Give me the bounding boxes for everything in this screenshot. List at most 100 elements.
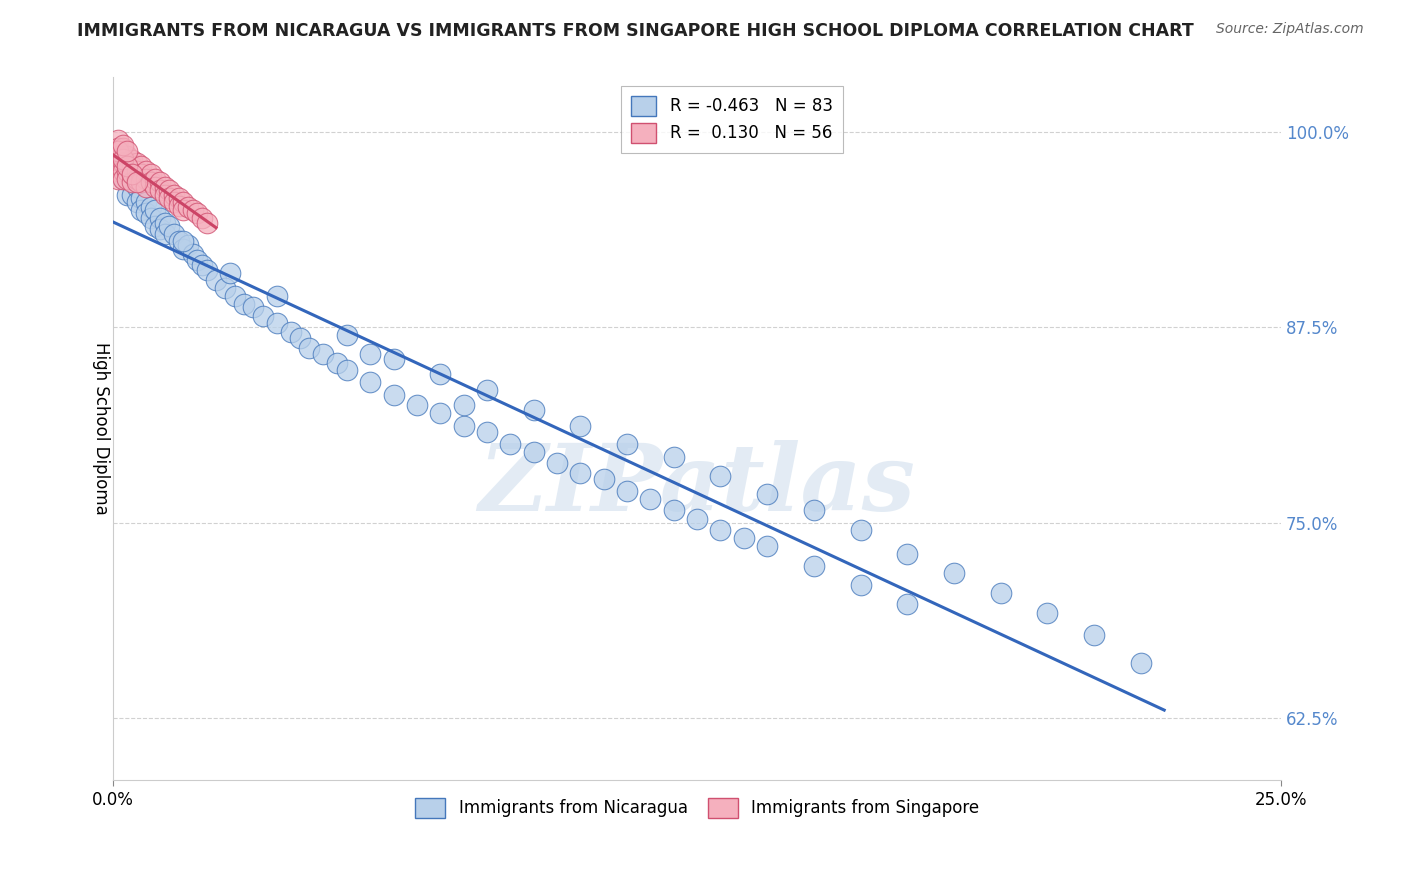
Point bbox=[153, 179, 176, 194]
Point bbox=[111, 172, 134, 186]
Point bbox=[167, 235, 190, 249]
Point bbox=[849, 524, 872, 538]
Point bbox=[709, 524, 731, 538]
Point bbox=[172, 195, 194, 210]
Point bbox=[167, 191, 190, 205]
Point bbox=[195, 262, 218, 277]
Point bbox=[266, 316, 288, 330]
Point bbox=[111, 164, 134, 178]
Point bbox=[117, 164, 139, 178]
Point bbox=[429, 406, 451, 420]
Point bbox=[107, 133, 129, 147]
Point bbox=[157, 183, 180, 197]
Point bbox=[125, 164, 148, 178]
Point bbox=[139, 211, 162, 225]
Point bbox=[453, 399, 475, 413]
Point bbox=[359, 347, 381, 361]
Point bbox=[382, 351, 405, 366]
Point bbox=[569, 466, 592, 480]
Point bbox=[139, 175, 162, 189]
Point bbox=[121, 167, 143, 181]
Point bbox=[125, 179, 148, 194]
Point bbox=[475, 383, 498, 397]
Point bbox=[139, 167, 162, 181]
Text: ZIPatlas: ZIPatlas bbox=[478, 440, 915, 530]
Point bbox=[499, 437, 522, 451]
Point bbox=[252, 310, 274, 324]
Point bbox=[143, 172, 166, 186]
Point bbox=[129, 167, 152, 181]
Point bbox=[153, 227, 176, 241]
Point bbox=[111, 148, 134, 162]
Point bbox=[803, 503, 825, 517]
Point bbox=[111, 141, 134, 155]
Point bbox=[149, 211, 172, 225]
Point bbox=[111, 137, 134, 152]
Point bbox=[475, 425, 498, 439]
Legend: Immigrants from Nicaragua, Immigrants from Singapore: Immigrants from Nicaragua, Immigrants fr… bbox=[409, 791, 986, 825]
Point bbox=[429, 368, 451, 382]
Point bbox=[143, 203, 166, 218]
Point bbox=[686, 512, 709, 526]
Point bbox=[803, 559, 825, 574]
Text: Source: ZipAtlas.com: Source: ZipAtlas.com bbox=[1216, 22, 1364, 37]
Point bbox=[709, 468, 731, 483]
Point bbox=[224, 289, 246, 303]
Point bbox=[756, 539, 779, 553]
Point bbox=[756, 487, 779, 501]
Point bbox=[896, 597, 918, 611]
Point bbox=[107, 164, 129, 178]
Point bbox=[546, 456, 568, 470]
Point bbox=[186, 206, 208, 220]
Point bbox=[177, 200, 200, 214]
Point bbox=[121, 160, 143, 174]
Point bbox=[943, 566, 966, 580]
Point bbox=[125, 175, 148, 189]
Point bbox=[405, 399, 427, 413]
Point bbox=[592, 472, 614, 486]
Point bbox=[172, 235, 194, 249]
Point bbox=[616, 484, 638, 499]
Point bbox=[135, 195, 157, 210]
Point bbox=[849, 578, 872, 592]
Point bbox=[149, 175, 172, 189]
Point bbox=[121, 175, 143, 189]
Point bbox=[125, 156, 148, 170]
Text: IMMIGRANTS FROM NICARAGUA VS IMMIGRANTS FROM SINGAPORE HIGH SCHOOL DIPLOMA CORRE: IMMIGRANTS FROM NICARAGUA VS IMMIGRANTS … bbox=[77, 22, 1194, 40]
Point bbox=[191, 211, 214, 225]
Point bbox=[117, 156, 139, 170]
Point bbox=[111, 156, 134, 170]
Point bbox=[121, 153, 143, 168]
Point bbox=[326, 356, 349, 370]
Point bbox=[129, 203, 152, 218]
Point bbox=[1036, 606, 1059, 620]
Point bbox=[191, 258, 214, 272]
Point bbox=[280, 325, 302, 339]
Point bbox=[143, 219, 166, 233]
Point bbox=[107, 156, 129, 170]
Point bbox=[129, 160, 152, 174]
Point bbox=[153, 187, 176, 202]
Point bbox=[107, 141, 129, 155]
Point bbox=[453, 418, 475, 433]
Point bbox=[523, 403, 546, 417]
Point bbox=[149, 183, 172, 197]
Y-axis label: High School Diploma: High School Diploma bbox=[93, 343, 111, 516]
Point bbox=[121, 187, 143, 202]
Point bbox=[117, 148, 139, 162]
Point bbox=[149, 222, 172, 236]
Point bbox=[117, 172, 139, 186]
Point bbox=[163, 227, 186, 241]
Point bbox=[382, 387, 405, 401]
Point bbox=[298, 341, 321, 355]
Point bbox=[640, 492, 662, 507]
Point bbox=[157, 219, 180, 233]
Point bbox=[157, 191, 180, 205]
Point bbox=[135, 164, 157, 178]
Point bbox=[181, 247, 204, 261]
Point bbox=[288, 331, 311, 345]
Point bbox=[177, 237, 200, 252]
Point bbox=[125, 172, 148, 186]
Point bbox=[129, 191, 152, 205]
Point bbox=[172, 242, 194, 256]
